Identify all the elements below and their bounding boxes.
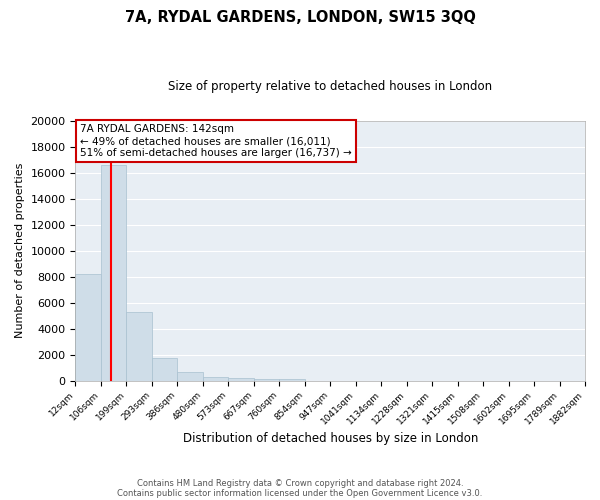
Y-axis label: Number of detached properties: Number of detached properties [15, 163, 25, 338]
Title: Size of property relative to detached houses in London: Size of property relative to detached ho… [168, 80, 492, 93]
Bar [76, 274, 101, 380]
Text: 7A RYDAL GARDENS: 142sqm
← 49% of detached houses are smaller (16,011)
51% of se: 7A RYDAL GARDENS: 142sqm ← 49% of detach… [80, 124, 352, 158]
Bar [127, 312, 152, 380]
Bar [178, 372, 203, 380]
Bar [152, 358, 178, 380]
Bar [203, 376, 228, 380]
Text: Contains HM Land Registry data © Crown copyright and database right 2024.: Contains HM Land Registry data © Crown c… [137, 478, 463, 488]
Text: 7A, RYDAL GARDENS, LONDON, SW15 3QQ: 7A, RYDAL GARDENS, LONDON, SW15 3QQ [125, 10, 475, 25]
Bar [101, 165, 127, 380]
Text: Contains public sector information licensed under the Open Government Licence v3: Contains public sector information licen… [118, 488, 482, 498]
Bar [228, 378, 254, 380]
Bar [254, 378, 279, 380]
X-axis label: Distribution of detached houses by size in London: Distribution of detached houses by size … [182, 432, 478, 445]
